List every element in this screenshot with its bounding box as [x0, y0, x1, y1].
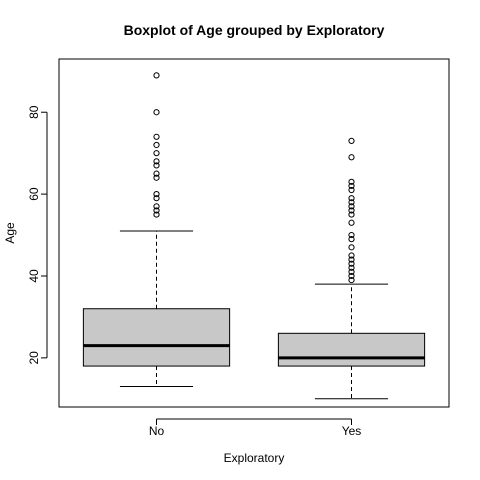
x-axis-label: Exploratory	[224, 451, 285, 465]
outlier-point	[348, 276, 355, 284]
x-axis: No Yes	[149, 418, 362, 438]
outlier-point	[153, 133, 160, 140]
outlier-point	[348, 268, 355, 275]
x-tick-label: No	[149, 424, 165, 438]
outlier-point	[153, 170, 160, 177]
outlier-point	[348, 154, 355, 161]
outlier-point	[348, 207, 355, 214]
y-tick-label: 60	[27, 187, 41, 201]
outlier-point	[348, 182, 355, 190]
x-tick-label: Yes	[342, 424, 362, 438]
outlier-point	[348, 178, 355, 185]
outlier-point	[348, 272, 355, 280]
iqr-box	[277, 332, 426, 367]
y-axis-label: Age	[3, 222, 17, 244]
y-axis: 20 40 60 80	[27, 105, 48, 365]
outlier-point	[153, 162, 160, 169]
outlier-point	[348, 256, 355, 263]
outlier-point	[348, 203, 355, 210]
outlier-point	[153, 207, 160, 214]
chart-title: Boxplot of Age grouped by Exploratory	[124, 22, 385, 38]
outlier-point	[153, 174, 160, 181]
outlier-point	[153, 158, 160, 165]
outlier-point	[153, 203, 160, 210]
outlier-point	[153, 141, 160, 149]
outlier-point	[348, 137, 355, 144]
outlier-point	[348, 244, 355, 251]
outlier-point	[348, 231, 355, 239]
boxes	[82, 72, 426, 400]
outlier-point	[153, 150, 160, 157]
outlier-point	[153, 109, 160, 116]
outlier-point	[348, 260, 355, 267]
box-group-yes	[277, 137, 426, 400]
outlier-point	[348, 211, 355, 218]
outlier-point	[153, 72, 160, 79]
box-group-no	[82, 72, 231, 388]
outlier-point	[153, 211, 160, 218]
outlier-point	[348, 236, 355, 243]
outlier-point	[348, 219, 355, 226]
outlier-point	[348, 252, 355, 259]
plot-frame	[58, 58, 450, 408]
outlier-point	[348, 199, 355, 206]
outlier-point	[348, 195, 355, 202]
outlier-point	[153, 195, 160, 202]
y-tick-label: 40	[27, 269, 41, 283]
y-tick-label: 20	[27, 351, 41, 365]
outlier-point	[348, 264, 355, 271]
outlier-point	[153, 191, 160, 198]
y-tick-label: 80	[27, 105, 41, 119]
iqr-box	[82, 308, 231, 367]
outlier-point	[348, 186, 355, 194]
